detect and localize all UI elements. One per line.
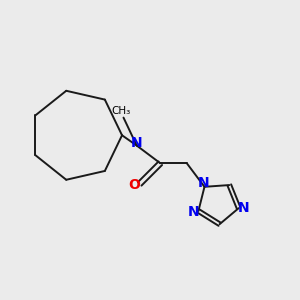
Text: CH₃: CH₃ <box>111 106 130 116</box>
Text: N: N <box>238 201 250 215</box>
Text: N: N <box>198 176 210 190</box>
Text: O: O <box>128 178 140 192</box>
Text: N: N <box>130 136 142 150</box>
Text: N: N <box>187 205 199 219</box>
